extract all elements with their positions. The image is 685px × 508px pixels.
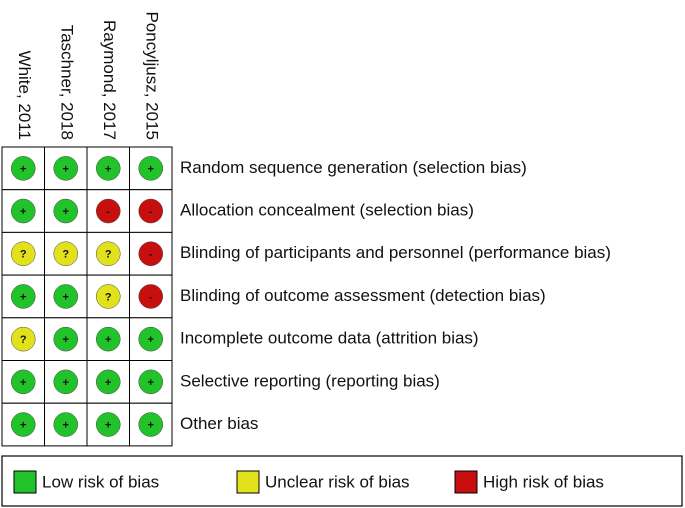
legend-label: High risk of bias: [483, 472, 604, 491]
domain-label: Selective reporting (reporting bias): [180, 371, 440, 390]
judgment-dot: [96, 241, 121, 266]
judgment-dot: [138, 284, 163, 309]
judgment-symbol: -: [149, 291, 153, 303]
judgment-symbol: -: [106, 206, 110, 218]
judgment-dot: [96, 369, 121, 395]
legend-label: Low risk of bias: [42, 472, 159, 491]
judgment-dot: [138, 326, 163, 352]
legend-swatch: [236, 470, 260, 494]
judgment-dot: [138, 369, 163, 395]
judgment-dot: [53, 241, 78, 266]
judgment-dot: [11, 198, 36, 224]
judgment-symbol: +: [148, 419, 154, 431]
domain-label: Blinding of outcome assessment (detectio…: [180, 286, 546, 305]
judgment-dot: [96, 156, 121, 181]
domain-label: Other bias: [180, 414, 258, 433]
judgment-dot: [138, 412, 163, 437]
judgment-symbol: +: [20, 163, 26, 175]
judgment-symbol: +: [148, 163, 154, 175]
judgment-symbol: +: [63, 334, 69, 346]
domain-label: Random sequence generation (selection bi…: [180, 158, 527, 177]
judgment-dot: [11, 156, 36, 181]
judgment-dot: [96, 412, 121, 437]
judgment-symbol: +: [63, 163, 69, 175]
judgment-dot: [138, 241, 163, 266]
judgment-dot: [53, 156, 78, 181]
judgment-dot: [96, 198, 121, 224]
judgment-symbol: +: [105, 419, 111, 431]
legend-label: Unclear risk of bias: [265, 472, 410, 491]
judgment-symbol: ?: [20, 334, 27, 346]
judgment-symbol: +: [63, 377, 69, 389]
judgment-symbol: ?: [105, 249, 112, 261]
judgment-dot: [11, 241, 36, 266]
judgment-dot: [11, 369, 36, 395]
study-label: Taschner, 2018: [57, 25, 76, 140]
judgment-symbol: +: [20, 377, 26, 389]
domain-label: Incomplete outcome data (attrition bias): [180, 329, 479, 348]
judgment-symbol: ?: [20, 249, 27, 261]
study-label: White, 2011: [15, 51, 34, 140]
domain-label: Allocation concealment (selection bias): [180, 201, 474, 220]
legend-box: [1, 455, 683, 507]
domain-label: Blinding of participants and personnel (…: [180, 243, 611, 262]
judgment-dot: [96, 284, 121, 309]
judgment-symbol: +: [20, 291, 26, 303]
legend-swatch: [454, 470, 478, 494]
judgment-dot: [53, 326, 78, 352]
judgment-symbol: ?: [105, 291, 112, 303]
judgment-symbol: +: [148, 377, 154, 389]
judgment-dot: [96, 326, 121, 352]
judgment-dot: [11, 284, 36, 309]
judgment-dot: [53, 284, 78, 309]
judgment-symbol: +: [20, 419, 26, 431]
judgment-symbol: -: [149, 206, 153, 218]
study-label: Poncyljusz, 2015: [142, 11, 161, 140]
judgment-symbol: +: [105, 334, 111, 346]
judgment-symbol: +: [20, 206, 26, 218]
judgment-symbol: +: [63, 206, 69, 218]
judgment-dot: [11, 412, 36, 437]
judgment-symbol: +: [63, 419, 69, 431]
judgment-dot: [53, 412, 78, 437]
judgment-symbol: -: [149, 249, 153, 261]
judgment-symbol: +: [105, 377, 111, 389]
legend-swatch: [13, 470, 37, 494]
judgment-dot: [138, 198, 163, 224]
judgment-symbol: +: [63, 291, 69, 303]
study-label: Raymond, 2017: [100, 20, 119, 140]
judgment-dot: [53, 369, 78, 395]
judgment-symbol: +: [105, 163, 111, 175]
judgment-symbol: ?: [62, 249, 69, 261]
judgment-dot: [11, 326, 36, 352]
judgment-dot: [53, 198, 78, 224]
judgment-symbol: +: [148, 334, 154, 346]
judgment-dot: [138, 156, 163, 181]
